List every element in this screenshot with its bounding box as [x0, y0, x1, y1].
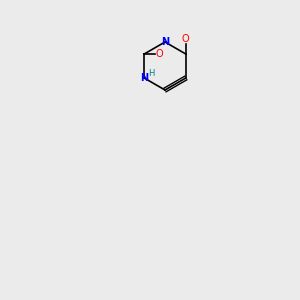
Text: O: O — [182, 34, 190, 44]
Text: H: H — [148, 69, 155, 78]
Text: N: N — [161, 37, 169, 47]
Text: N: N — [140, 73, 148, 83]
Text: O: O — [155, 49, 163, 59]
